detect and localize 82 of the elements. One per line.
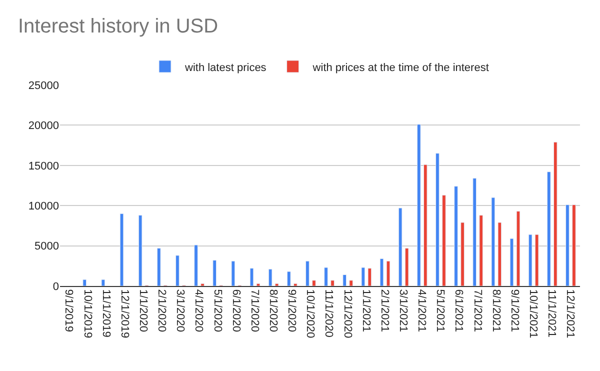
x-tick-label: 9/1/2021 (508, 289, 520, 332)
bar (416, 124, 421, 286)
x-tick-label: 4/1/2021 (416, 289, 428, 332)
y-tick-label: 25000 (28, 80, 59, 92)
x-tick-label: 9/1/2019 (62, 289, 75, 332)
bar (534, 234, 539, 286)
bar (306, 260, 310, 286)
x-tick-label: 10/1/2020 (304, 289, 316, 338)
x-tick-label: 11/1/2021 (546, 289, 558, 338)
y-tick-label: 15000 (28, 160, 59, 172)
legend-label: with prices at the time of the interest (312, 62, 489, 74)
bar (380, 258, 384, 286)
bar (286, 271, 291, 286)
bar (231, 260, 236, 286)
x-tick-label: 3/1/2021 (396, 289, 409, 332)
bar (361, 267, 366, 286)
bar (101, 279, 106, 286)
bar (250, 268, 254, 286)
x-tick-label: 6/1/2020 (230, 289, 242, 332)
bar (82, 279, 87, 286)
bar (138, 215, 142, 286)
bar (176, 255, 180, 286)
bar (194, 244, 198, 286)
bar (312, 280, 316, 286)
x-tick-label: 12/1/2020 (341, 289, 354, 338)
x-tick-label: 9/1/2020 (286, 289, 298, 332)
bar (293, 283, 298, 286)
chart-title: Interest history in USD (18, 16, 218, 38)
bar (566, 204, 570, 286)
x-tick-label: 7/1/2020 (248, 289, 260, 332)
x-tick-label: 1/1/2021 (360, 289, 372, 332)
bar (398, 208, 402, 286)
bar (386, 260, 390, 286)
x-tick-label: 10/1/2019 (81, 289, 94, 338)
x-tick-label: 4/1/2020 (192, 289, 205, 332)
x-tick-label: 7/1/2021 (471, 289, 484, 332)
bar (120, 213, 124, 286)
bar (553, 142, 558, 286)
bar (454, 186, 458, 286)
bar (423, 164, 428, 286)
bar (404, 248, 409, 286)
x-tick-label: 12/1/2019 (118, 289, 130, 338)
bar (436, 153, 440, 286)
bar (546, 172, 551, 286)
x-tick-label: 3/1/2020 (174, 289, 186, 332)
bar (268, 268, 272, 286)
x-tick-label: 6/1/2021 (452, 289, 465, 332)
bar (342, 274, 347, 286)
x-tick-label: 10/1/2021 (526, 289, 539, 338)
legend-label: with latest prices (184, 62, 267, 74)
bar (212, 260, 217, 286)
bar (349, 280, 354, 286)
bar (510, 238, 514, 286)
y-tick-label: 10000 (28, 200, 59, 212)
bar (156, 248, 161, 286)
y-tick-label: 20000 (28, 120, 59, 132)
y-tick-label: 0 (52, 280, 59, 293)
x-tick-label: 12/1/2021 (564, 289, 576, 338)
x-tick-label: 5/1/2020 (211, 289, 224, 332)
bar (516, 210, 520, 286)
x-tick-label: 11/1/2020 (322, 289, 335, 338)
bar (528, 234, 532, 286)
bar (479, 215, 484, 286)
bar (200, 283, 204, 286)
bar (368, 268, 372, 286)
bar (442, 194, 446, 286)
x-tick-label: 2/1/2021 (378, 289, 390, 332)
bar (460, 222, 464, 286)
x-tick-label: 11/1/2019 (100, 289, 112, 338)
bar (498, 222, 502, 286)
bar (330, 280, 334, 286)
bar (274, 283, 279, 286)
bar (472, 178, 477, 286)
x-tick-label: 2/1/2020 (156, 289, 168, 332)
bar (572, 204, 576, 286)
y-tick-label: 5000 (34, 240, 59, 253)
bar (491, 197, 496, 286)
x-tick-label: 5/1/2021 (434, 289, 446, 332)
bar (324, 267, 328, 286)
x-tick-label: 8/1/2020 (266, 289, 279, 332)
x-tick-label: 8/1/2021 (490, 289, 502, 332)
x-tick-label: 1/1/2020 (136, 289, 149, 332)
